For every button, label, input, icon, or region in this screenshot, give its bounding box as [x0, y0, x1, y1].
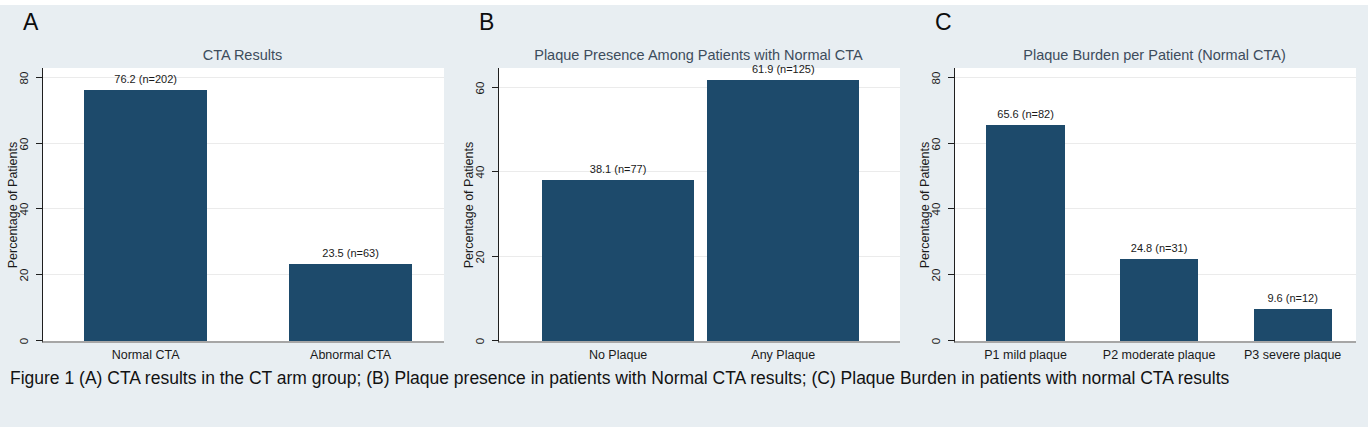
x-category-label: P2 moderate plaque	[1103, 348, 1216, 362]
plot-area-c: Percentage of Patients 02040608065.6 (n=…	[954, 68, 1356, 343]
bar-value-label: 38.1 (n=77)	[590, 163, 647, 175]
y-tick-label: 40	[474, 166, 486, 179]
y-tick-label: 60	[930, 137, 942, 150]
y-tick-mark	[492, 256, 498, 257]
bar-abnormal-cta	[289, 264, 413, 341]
y-tick-label: 60	[18, 137, 30, 150]
x-category-label: P3 severe plaque	[1244, 348, 1341, 362]
y-tick-label: 20	[18, 269, 30, 282]
y-tick-mark	[36, 340, 42, 341]
x-category-label: No Plaque	[589, 348, 647, 362]
bar-value-label: 61.9 (n=125)	[752, 63, 815, 75]
y-tick-label: 60	[474, 81, 486, 94]
chart-panels-row: A CTA Results Percentage of Patients 020…	[0, 5, 1368, 363]
y-tick-mark	[948, 274, 954, 275]
chart-title-c: Plaque Burden per Patient (Normal CTA)	[954, 47, 1355, 63]
y-tick-mark	[948, 143, 954, 144]
y-tick-label: 40	[930, 203, 942, 216]
figure-1-panel-charts: A CTA Results Percentage of Patients 020…	[0, 0, 1368, 427]
panel-letter-b: B	[479, 9, 495, 36]
y-tick-mark	[36, 274, 42, 275]
y-tick-label: 80	[930, 71, 942, 84]
bar-value-label: 23.5 (n=63)	[322, 247, 379, 259]
y-tick-label: 0	[474, 338, 486, 344]
bar-value-label: 76.2 (n=202)	[114, 73, 177, 85]
y-tick-mark	[36, 143, 42, 144]
plot-area-b: Percentage of Patients 020406038.1 (n=77…	[498, 68, 900, 343]
y-tick-label: 20	[930, 269, 942, 282]
panel-c: C Plaque Burden per Patient (Normal CTA)…	[912, 5, 1368, 363]
gridline	[955, 77, 1356, 78]
y-tick-label: 0	[18, 338, 30, 344]
y-tick-label: 40	[18, 203, 30, 216]
figure-caption: Figure 1 (A) CTA results in the CT arm g…	[10, 367, 1344, 390]
bar-value-label: 24.8 (n=31)	[1131, 242, 1188, 254]
panel-letter-c: C	[935, 9, 952, 36]
plot-area-a: Percentage of Patients 02040608076.2 (n=…	[42, 68, 444, 343]
bar-no-plaque	[542, 180, 694, 341]
bar-normal-cta	[84, 90, 208, 341]
y-tick-mark	[36, 208, 42, 209]
y-tick-label: 20	[474, 250, 486, 263]
bar-p1-mild-plaque	[986, 125, 1064, 341]
y-tick-mark	[36, 77, 42, 78]
bar-p2-moderate-plaque	[1120, 259, 1198, 341]
y-tick-mark	[948, 340, 954, 341]
bar-any-plaque	[707, 80, 859, 341]
x-category-label: Normal CTA	[112, 348, 180, 362]
bar-value-label: 65.6 (n=82)	[997, 108, 1054, 120]
panel-a: A CTA Results Percentage of Patients 020…	[0, 5, 456, 363]
y-tick-mark	[492, 340, 498, 341]
panel-letter-a: A	[23, 9, 39, 36]
y-tick-label: 0	[930, 338, 942, 344]
chart-title-a: CTA Results	[42, 47, 443, 63]
x-category-label: Abnormal CTA	[310, 348, 391, 362]
y-axis-title-b: Percentage of Patients	[462, 141, 476, 267]
bar-p3-severe-plaque	[1254, 309, 1332, 341]
gridline	[43, 77, 444, 78]
y-tick-mark	[948, 77, 954, 78]
x-category-label: Any Plaque	[751, 348, 815, 362]
chart-title-b: Plaque Presence Among Patients with Norm…	[498, 47, 899, 63]
y-tick-mark	[492, 87, 498, 88]
panel-b: B Plaque Presence Among Patients with No…	[456, 5, 912, 363]
y-tick-label: 80	[18, 71, 30, 84]
x-category-label: P1 mild plaque	[984, 348, 1067, 362]
y-tick-mark	[492, 171, 498, 172]
y-tick-mark	[948, 208, 954, 209]
bar-value-label: 9.6 (n=12)	[1267, 292, 1317, 304]
